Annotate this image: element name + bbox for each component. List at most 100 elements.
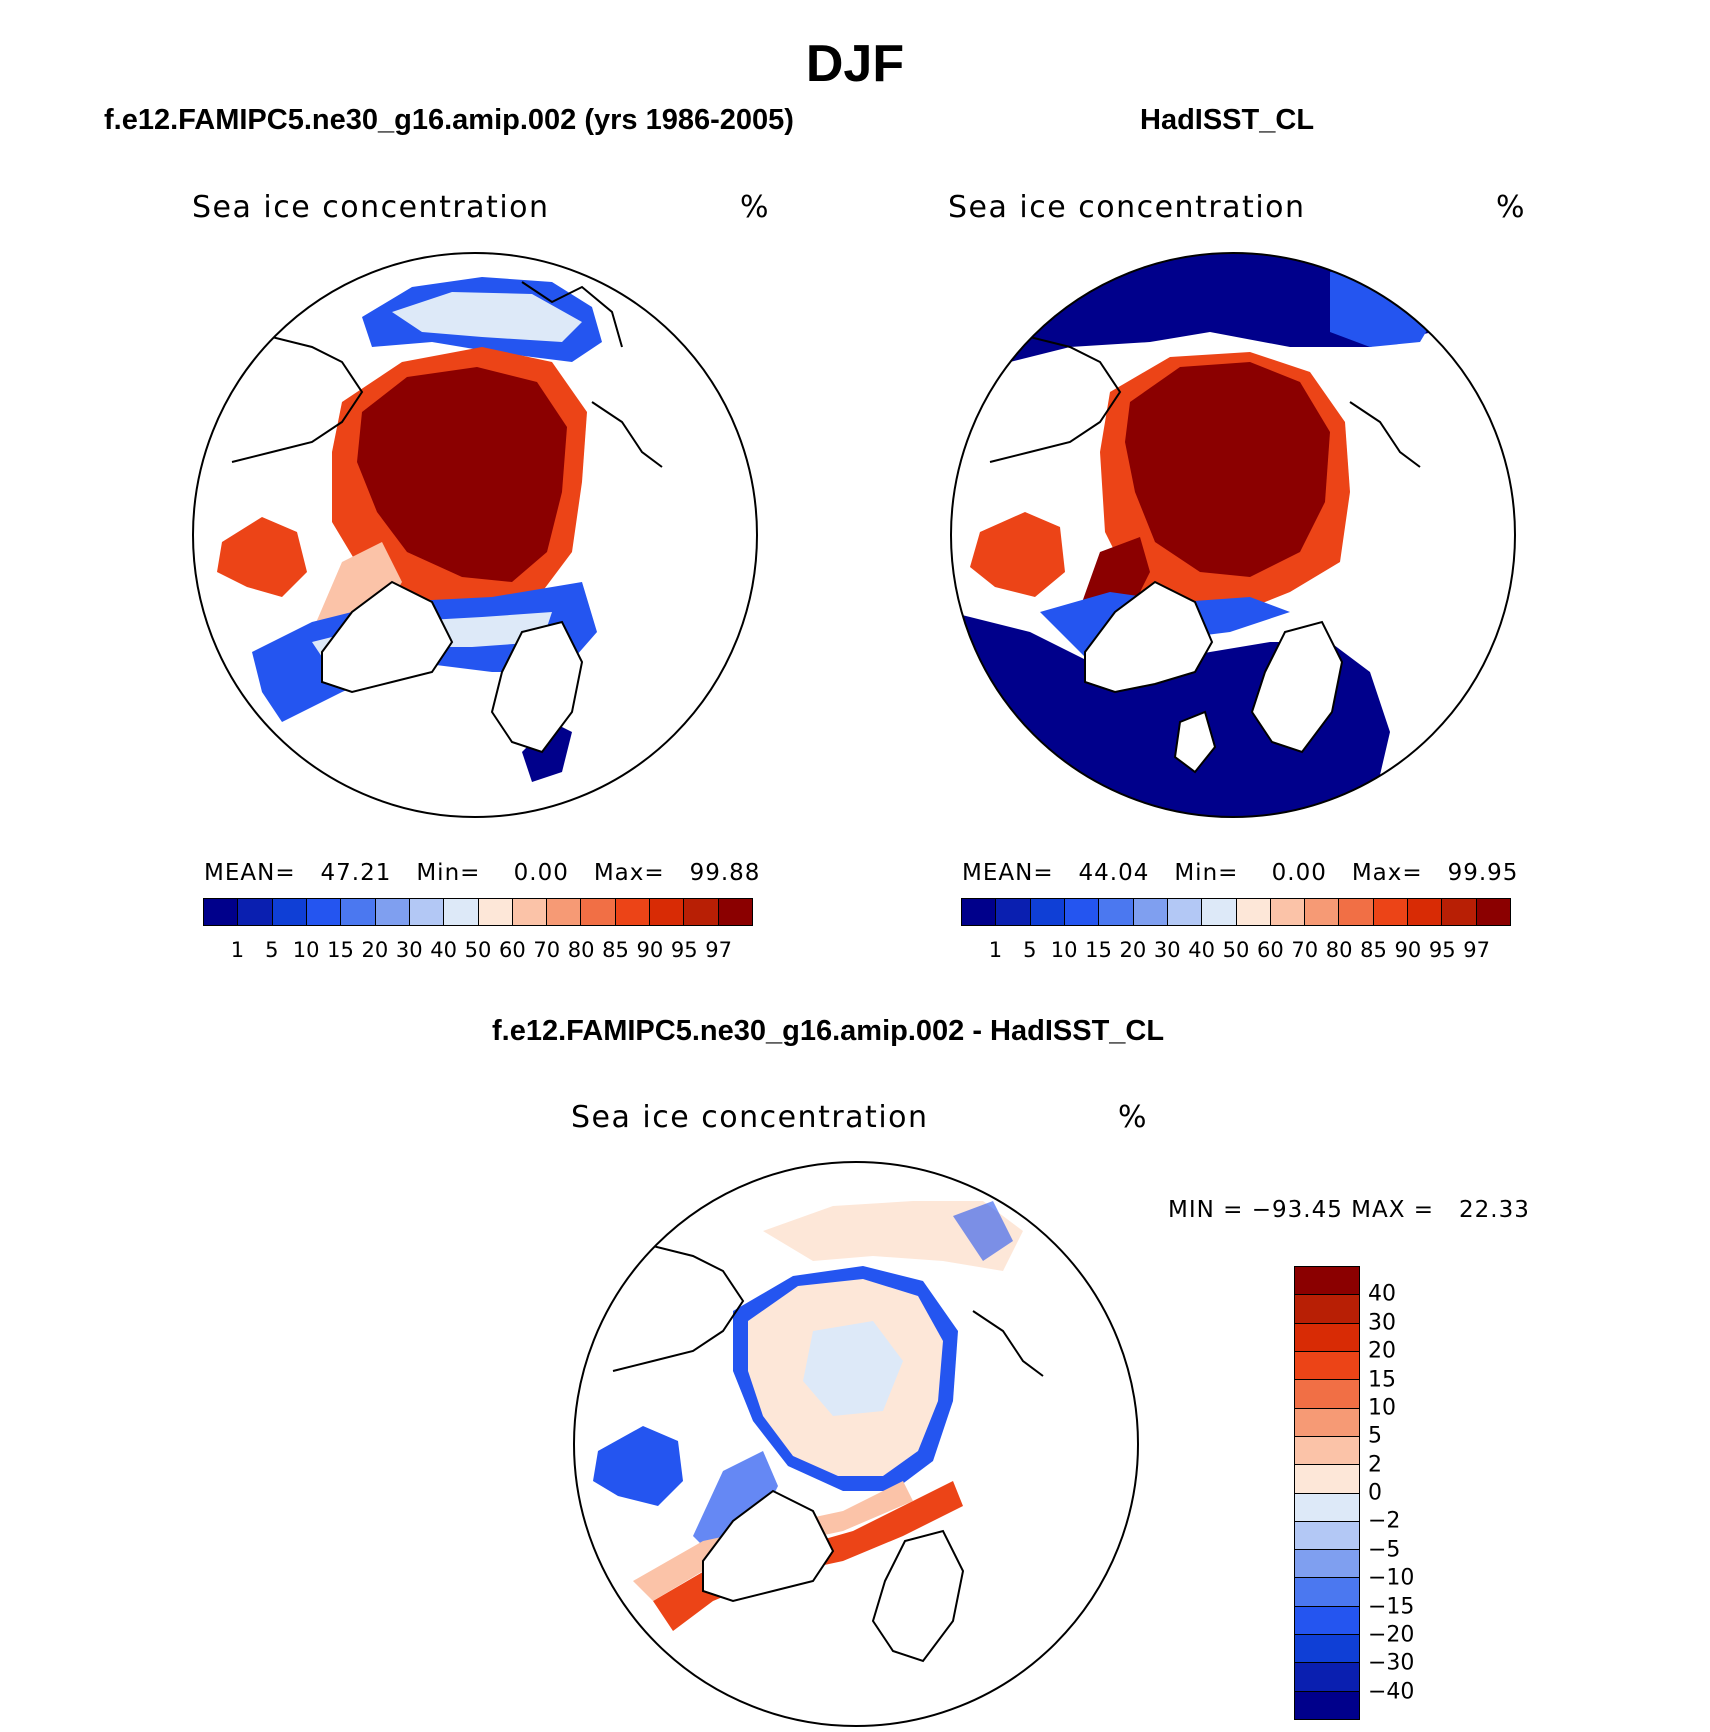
panel-diff-colorbar-ticks: 40 30 20 15 10 5 2 0 −2 −5 −10 −15 −20 −30 −40: [1368, 1266, 1448, 1718]
colorbar-tick-label: 10: [292, 938, 320, 962]
colorbar-swatch: [1295, 1295, 1359, 1324]
colorbar-tick-label: 90: [636, 938, 664, 962]
colorbar-swatch: [1133, 899, 1168, 925]
colorbar-swatch: [1295, 1323, 1359, 1352]
colorbar-tick-label: −10: [1368, 1565, 1415, 1591]
panel-obs-variable: Sea ice concentration: [948, 190, 1306, 225]
colorbar-tick-label: −30: [1368, 1650, 1415, 1676]
stat-max-value: 99.95: [1447, 860, 1519, 886]
colorbar-tick-label: 95: [670, 938, 698, 962]
colorbar-swatch: [409, 899, 445, 925]
colorbar-tick-label: −40: [1368, 1679, 1415, 1705]
model-baffin-ice: [217, 517, 307, 597]
panel-model-title: f.e12.FAMIPC5.ne30_g16.amip.002 (yrs 198…: [104, 104, 794, 136]
colorbar-tick-label: 97: [1463, 938, 1490, 962]
diff-baffin: [593, 1426, 683, 1506]
obs-arctic-ice-core: [1125, 362, 1330, 577]
colorbar-swatch: [996, 899, 1031, 925]
stat-min-label: Min=: [1174, 860, 1239, 886]
obs-uk: [1173, 710, 1217, 774]
panel-diff-title: f.e12.FAMIPC5.ne30_g16.amip.002 - HadISS…: [492, 1015, 1165, 1047]
colorbar-swatch: [1295, 1691, 1359, 1719]
colorbar-swatch: [1295, 1408, 1359, 1437]
colorbar-swatch: [1295, 1663, 1359, 1692]
colorbar-tick-label: −5: [1368, 1537, 1401, 1563]
model-arctic-ice-core: [357, 367, 567, 582]
panel-diff-variable: Sea ice concentration: [571, 1100, 929, 1135]
colorbar-tick-label: 95: [1428, 938, 1456, 962]
colorbar-tick-label: −20: [1368, 1622, 1415, 1648]
colorbar-tick-label: 15: [327, 938, 354, 962]
colorbar-tick-label: −2: [1368, 1508, 1401, 1534]
colorbar-swatch: [341, 899, 376, 925]
colorbar-tick-label: 10: [1368, 1395, 1396, 1421]
colorbar-swatch: [1030, 899, 1065, 925]
colorbar-swatch: [1295, 1493, 1359, 1522]
colorbar-swatch: [1373, 899, 1409, 925]
colorbar-tick-label: 30: [1153, 938, 1181, 962]
colorbar-tick-label: 50: [1222, 938, 1250, 962]
model-scandinavia: [490, 620, 584, 754]
colorbar-tick-label: 80: [567, 938, 595, 962]
panel-diff-colorbar: [1294, 1266, 1360, 1720]
colorbar-swatch: [1236, 899, 1271, 925]
panel-obs-colorbar: [961, 898, 1511, 926]
colorbar-swatch: [1295, 1351, 1359, 1381]
colorbar-tick-label: 5: [265, 938, 279, 962]
colorbar-tick-label: 60: [1257, 938, 1284, 962]
colorbar-tick-label: 85: [602, 938, 629, 962]
colorbar-swatch: [238, 899, 273, 925]
stat-min-value: 0.00: [1271, 860, 1327, 886]
stat-mean-value: 47.21: [320, 860, 392, 886]
colorbar-swatch: [1295, 1521, 1359, 1551]
colorbar-tick-label: 70: [1291, 938, 1319, 962]
colorbar-tick-label: 90: [1394, 938, 1422, 962]
model-greenland: [321, 580, 454, 694]
stat-mean-label: MEAN=: [962, 860, 1054, 886]
obs-greenland: [1084, 580, 1214, 694]
panel-diff-stats: MIN = −93.45 MAX = 22.33: [1168, 1197, 1530, 1223]
colorbar-swatch: [1202, 899, 1237, 925]
colorbar-swatch: [1305, 899, 1340, 925]
colorbar-tick-label: 70: [533, 938, 561, 962]
colorbar-tick-label: −15: [1368, 1594, 1415, 1619]
colorbar-swatch: [1064, 899, 1100, 925]
colorbar-swatch: [1295, 1635, 1359, 1664]
colorbar-tick-label: 0: [1368, 1480, 1382, 1506]
panel-diff-map: [573, 1161, 1139, 1727]
colorbar-tick-label: 2: [1368, 1452, 1382, 1478]
figure-title: DJF: [805, 35, 905, 93]
colorbar-swatch: [1295, 1436, 1359, 1466]
obs-baffin-ice: [970, 512, 1065, 597]
colorbar-tick-label: 15: [1085, 938, 1112, 962]
colorbar-swatch: [684, 899, 719, 925]
stat-min-value: 0.00: [513, 860, 569, 886]
colorbar-swatch: [1408, 899, 1443, 925]
colorbar-swatch: [547, 899, 582, 925]
panel-obs-map: [950, 252, 1516, 818]
colorbar-swatch: [1476, 899, 1510, 925]
colorbar-tick-label: 20: [1119, 938, 1147, 962]
panel-obs-colorbar-ticks: 1 5 10 15 20 30 40 50 60 70 80 85 90 95 97: [961, 938, 1509, 966]
colorbar-swatch: [1442, 899, 1477, 925]
colorbar-tick-label: 5: [1023, 938, 1037, 962]
colorbar-tick-label: 60: [499, 938, 526, 962]
colorbar-swatch: [650, 899, 685, 925]
model-alaska-coast: [521, 281, 623, 348]
colorbar-tick-label: 30: [395, 938, 423, 962]
panel-model-units: %: [740, 190, 771, 225]
colorbar-tick-label: 5: [1368, 1423, 1382, 1449]
obs-scandinavia: [1250, 620, 1344, 754]
panel-diff-units: %: [1118, 1100, 1149, 1135]
panel-model-colorbar-ticks: 1 5 10 15 20 30 40 50 60 70 80 85 90 95 97: [203, 938, 751, 966]
colorbar-tick-label: 15: [1368, 1367, 1396, 1392]
colorbar-tick-label: 20: [1368, 1338, 1396, 1364]
panel-model-variable: Sea ice concentration: [192, 190, 550, 225]
colorbar-tick-label: 40: [1188, 938, 1215, 962]
stat-max-label: Max=: [1351, 860, 1423, 886]
panel-model-map: [192, 252, 758, 818]
colorbar-swatch: [306, 899, 342, 925]
stat-max-label: Max=: [593, 860, 665, 886]
model-russia-coast: [231, 335, 364, 463]
colorbar-tick-label: 97: [705, 938, 732, 962]
